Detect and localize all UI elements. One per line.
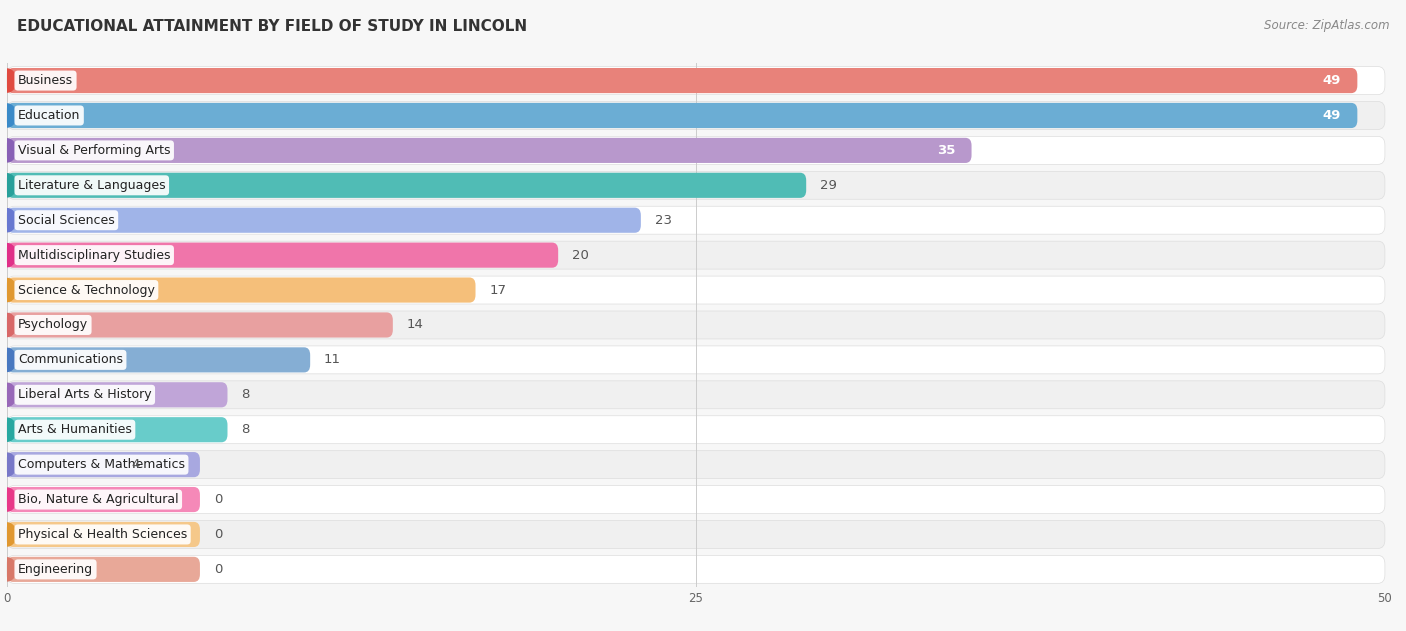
FancyBboxPatch shape bbox=[7, 206, 1385, 234]
Text: 0: 0 bbox=[214, 493, 222, 506]
FancyBboxPatch shape bbox=[7, 172, 1385, 199]
Text: Visual & Performing Arts: Visual & Performing Arts bbox=[18, 144, 170, 157]
Text: Computers & Mathematics: Computers & Mathematics bbox=[18, 458, 186, 471]
FancyBboxPatch shape bbox=[7, 522, 200, 547]
FancyBboxPatch shape bbox=[7, 102, 1385, 129]
Text: 0: 0 bbox=[214, 528, 222, 541]
Circle shape bbox=[0, 139, 15, 162]
FancyBboxPatch shape bbox=[7, 416, 1385, 444]
Circle shape bbox=[0, 104, 15, 127]
Text: 17: 17 bbox=[489, 283, 506, 297]
Text: Source: ZipAtlas.com: Source: ZipAtlas.com bbox=[1264, 19, 1389, 32]
Text: 20: 20 bbox=[572, 249, 589, 262]
Circle shape bbox=[0, 314, 15, 336]
Circle shape bbox=[0, 523, 15, 546]
Circle shape bbox=[0, 348, 15, 372]
Text: Engineering: Engineering bbox=[18, 563, 93, 576]
FancyBboxPatch shape bbox=[7, 452, 200, 477]
Text: Psychology: Psychology bbox=[18, 319, 89, 331]
FancyBboxPatch shape bbox=[7, 312, 392, 338]
Text: 49: 49 bbox=[1323, 74, 1341, 87]
FancyBboxPatch shape bbox=[7, 346, 1385, 374]
Circle shape bbox=[0, 278, 15, 302]
FancyBboxPatch shape bbox=[7, 278, 475, 303]
Text: 8: 8 bbox=[242, 388, 250, 401]
Circle shape bbox=[0, 418, 15, 441]
Text: EDUCATIONAL ATTAINMENT BY FIELD OF STUDY IN LINCOLN: EDUCATIONAL ATTAINMENT BY FIELD OF STUDY… bbox=[17, 19, 527, 34]
Text: Literature & Languages: Literature & Languages bbox=[18, 179, 166, 192]
FancyBboxPatch shape bbox=[7, 347, 311, 372]
FancyBboxPatch shape bbox=[7, 486, 1385, 514]
Text: Social Sciences: Social Sciences bbox=[18, 214, 115, 227]
Text: Business: Business bbox=[18, 74, 73, 87]
FancyBboxPatch shape bbox=[7, 417, 228, 442]
Circle shape bbox=[0, 558, 15, 581]
FancyBboxPatch shape bbox=[7, 136, 1385, 164]
Text: Education: Education bbox=[18, 109, 80, 122]
Text: 4: 4 bbox=[131, 458, 139, 471]
Circle shape bbox=[0, 383, 15, 406]
Circle shape bbox=[0, 174, 15, 197]
Text: 11: 11 bbox=[323, 353, 340, 367]
FancyBboxPatch shape bbox=[7, 276, 1385, 304]
FancyBboxPatch shape bbox=[7, 67, 1385, 95]
Circle shape bbox=[0, 209, 15, 232]
Text: 23: 23 bbox=[655, 214, 672, 227]
Text: Multidisciplinary Studies: Multidisciplinary Studies bbox=[18, 249, 170, 262]
Circle shape bbox=[0, 244, 15, 267]
FancyBboxPatch shape bbox=[7, 173, 806, 198]
Text: 14: 14 bbox=[406, 319, 423, 331]
Text: 0: 0 bbox=[214, 563, 222, 576]
FancyBboxPatch shape bbox=[7, 208, 641, 233]
Text: Physical & Health Sciences: Physical & Health Sciences bbox=[18, 528, 187, 541]
FancyBboxPatch shape bbox=[7, 68, 1357, 93]
FancyBboxPatch shape bbox=[7, 242, 558, 268]
FancyBboxPatch shape bbox=[7, 311, 1385, 339]
Text: Communications: Communications bbox=[18, 353, 122, 367]
FancyBboxPatch shape bbox=[7, 138, 972, 163]
FancyBboxPatch shape bbox=[7, 521, 1385, 548]
Text: Liberal Arts & History: Liberal Arts & History bbox=[18, 388, 152, 401]
Circle shape bbox=[0, 453, 15, 476]
Text: Science & Technology: Science & Technology bbox=[18, 283, 155, 297]
Text: 35: 35 bbox=[936, 144, 955, 157]
FancyBboxPatch shape bbox=[7, 557, 200, 582]
Text: 49: 49 bbox=[1323, 109, 1341, 122]
FancyBboxPatch shape bbox=[7, 451, 1385, 478]
Circle shape bbox=[0, 69, 15, 92]
Circle shape bbox=[0, 488, 15, 511]
FancyBboxPatch shape bbox=[7, 241, 1385, 269]
Text: Arts & Humanities: Arts & Humanities bbox=[18, 423, 132, 436]
Text: Bio, Nature & Agricultural: Bio, Nature & Agricultural bbox=[18, 493, 179, 506]
Text: 29: 29 bbox=[820, 179, 837, 192]
Text: 8: 8 bbox=[242, 423, 250, 436]
FancyBboxPatch shape bbox=[7, 382, 228, 408]
FancyBboxPatch shape bbox=[7, 381, 1385, 409]
FancyBboxPatch shape bbox=[7, 103, 1357, 128]
FancyBboxPatch shape bbox=[7, 487, 200, 512]
FancyBboxPatch shape bbox=[7, 555, 1385, 583]
